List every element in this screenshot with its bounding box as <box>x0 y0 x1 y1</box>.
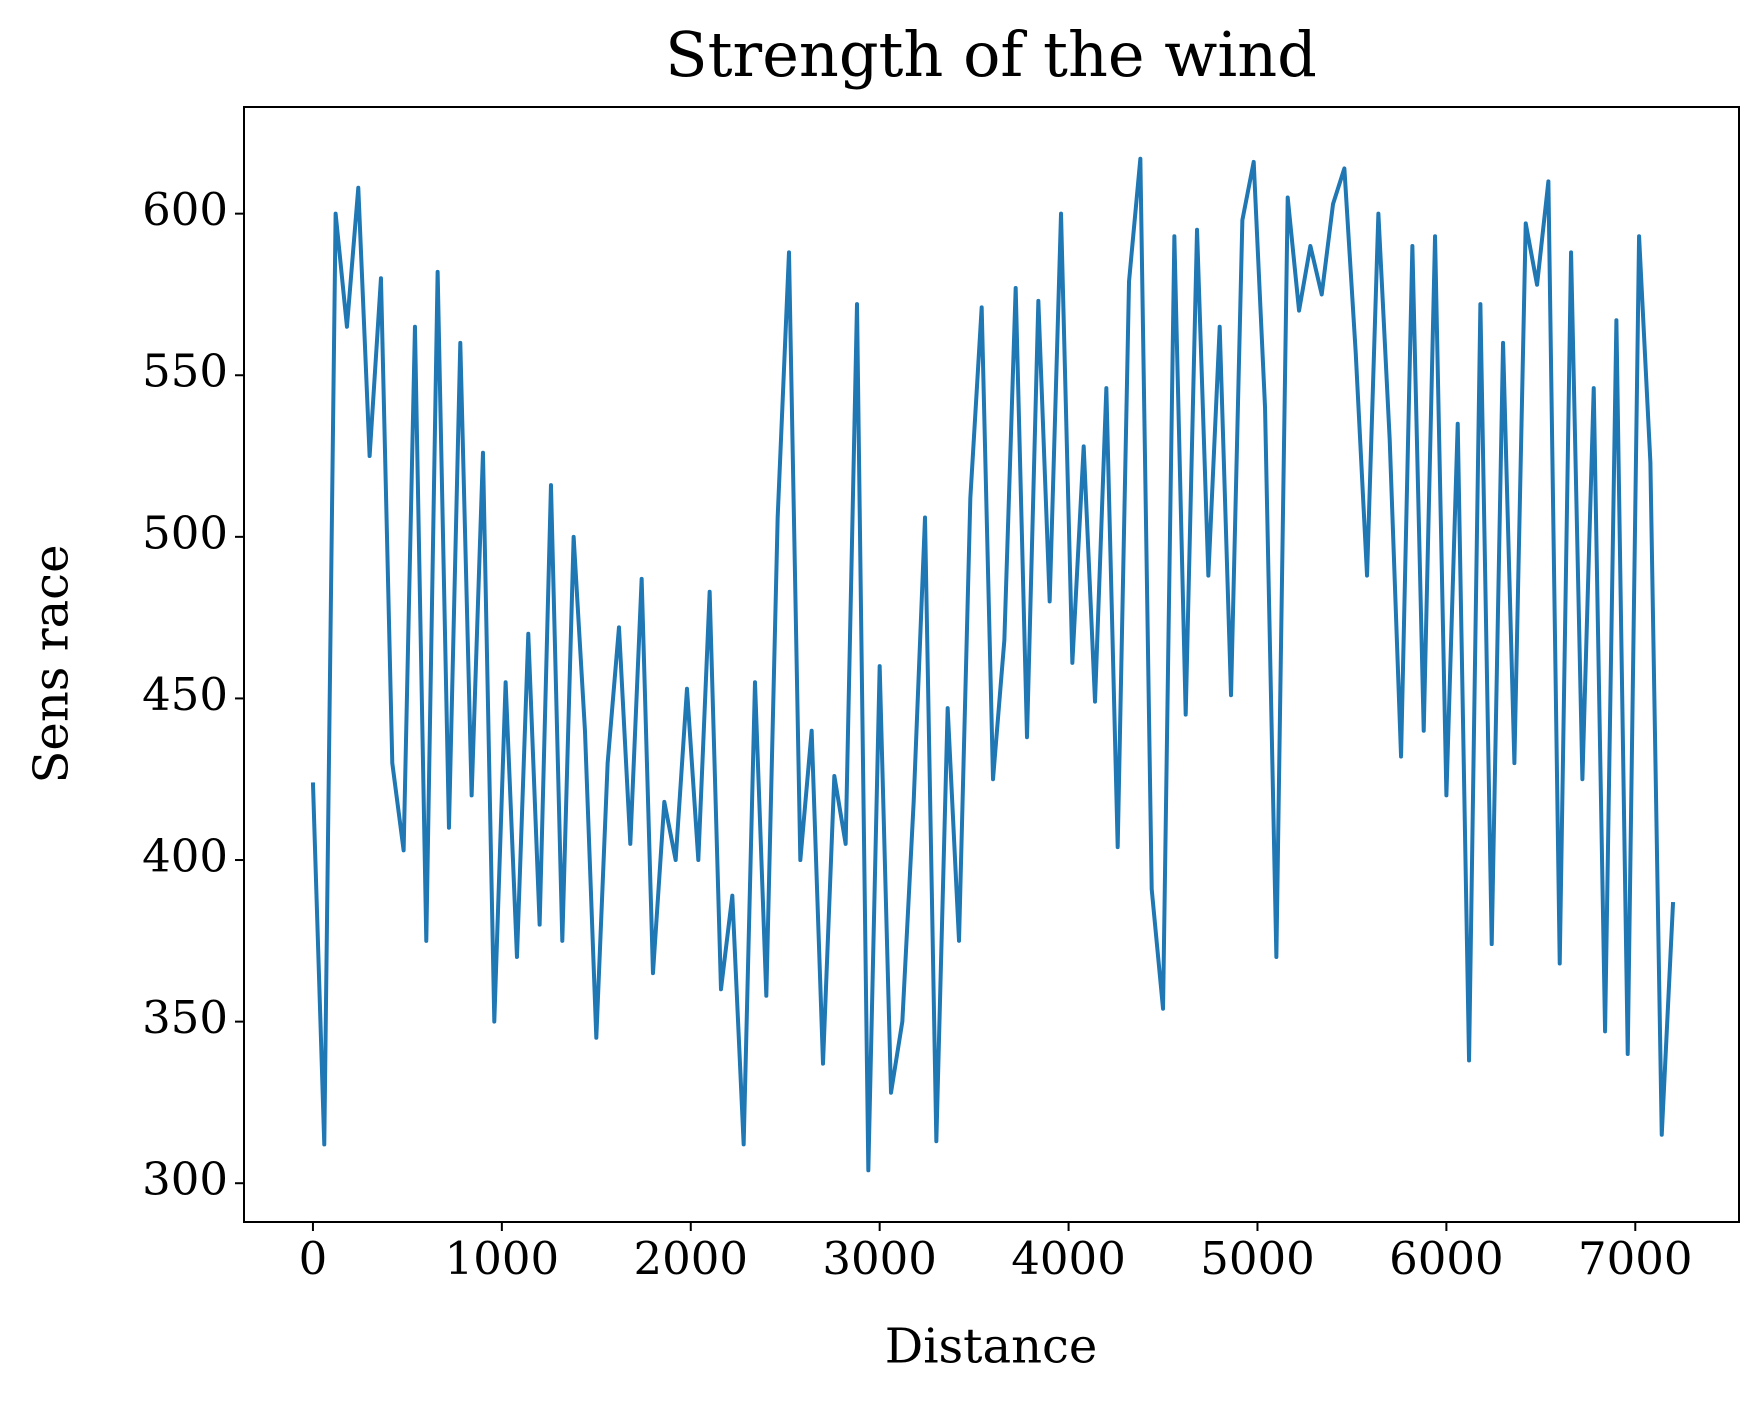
x-tick-label: 1000 <box>445 1232 560 1285</box>
x-tick-label: 7000 <box>1578 1232 1693 1285</box>
x-tick-label: 0 <box>299 1232 328 1285</box>
y-tick-label: 550 <box>142 345 228 398</box>
y-tick-label: 300 <box>142 1153 228 1206</box>
y-tick-label: 400 <box>142 830 228 883</box>
y-axis-label: Sens race <box>24 545 80 784</box>
x-tick-label: 6000 <box>1389 1232 1504 1285</box>
x-tick-label: 4000 <box>1011 1232 1126 1285</box>
y-tick-label: 350 <box>142 991 228 1044</box>
data-line <box>310 156 1676 1173</box>
y-tick-label: 450 <box>142 668 228 721</box>
x-tick-label: 2000 <box>633 1232 748 1285</box>
x-tick-label: 5000 <box>1200 1232 1315 1285</box>
chart-title: Strength of the wind <box>665 18 1317 91</box>
y-tick-label: 500 <box>142 506 228 559</box>
y-tick-label: 600 <box>142 183 228 236</box>
plot-frame <box>243 106 1740 1223</box>
x-axis-label: Distance <box>885 1319 1098 1375</box>
x-tick-label: 3000 <box>822 1232 937 1285</box>
